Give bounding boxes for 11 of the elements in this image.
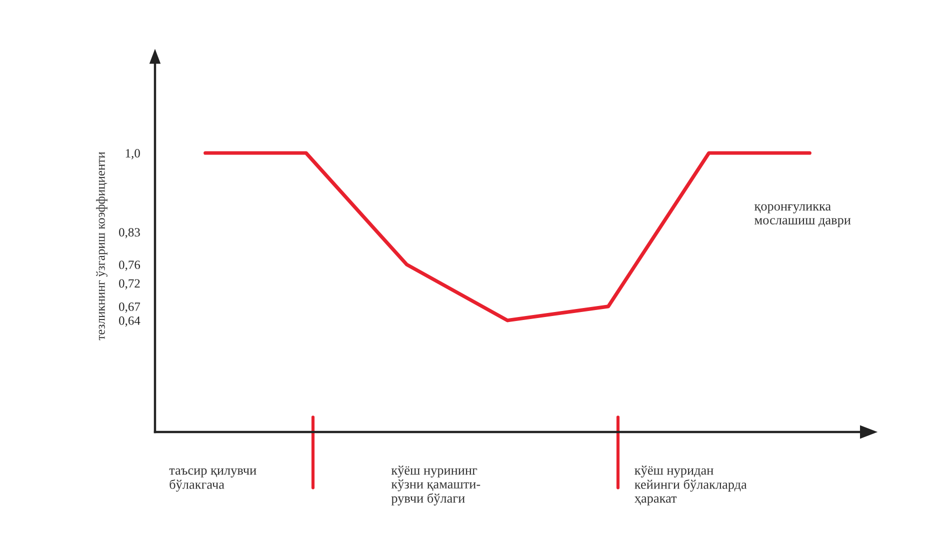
text: кўёш нуридан кейинги бўлакларда ҳаракат	[634, 466, 747, 506]
annotation: қоронғуликка мослашиш даври	[754, 204, 851, 228]
y-tick-label: 0,64	[119, 316, 140, 327]
y-tick-label: 0,83	[119, 228, 140, 238]
y-tick-label: 0,72	[119, 279, 140, 290]
text: кўёш нурининг кўзни қамашти- рувчи бўлаги	[391, 466, 480, 506]
y-tick-label: 0,76	[119, 260, 140, 271]
y-axis-title: тезликнинг ўзгариш коэффициенти	[96, 152, 108, 340]
text: таъсир қилувчи бўлакгача	[169, 468, 256, 492]
y-tick-label: 0,67	[119, 302, 140, 313]
y-tick-label: 1,0	[126, 149, 140, 160]
